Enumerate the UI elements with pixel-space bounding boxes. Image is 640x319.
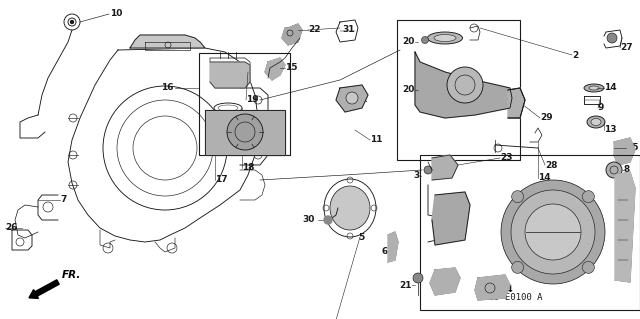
Text: 31: 31 [342, 26, 355, 34]
Ellipse shape [591, 118, 601, 125]
Text: 14: 14 [604, 84, 616, 93]
Text: 29: 29 [540, 114, 552, 122]
Circle shape [447, 67, 483, 103]
Text: 15: 15 [285, 63, 298, 72]
Circle shape [324, 216, 332, 224]
Text: 5: 5 [358, 233, 364, 241]
Circle shape [607, 33, 617, 43]
Circle shape [218, 123, 222, 127]
Text: 7: 7 [60, 196, 67, 204]
Polygon shape [430, 268, 460, 295]
Text: 1: 1 [620, 188, 627, 197]
Text: 8: 8 [624, 166, 630, 174]
Text: 6: 6 [381, 247, 388, 256]
Text: 2: 2 [572, 50, 579, 60]
Polygon shape [432, 192, 470, 245]
Text: 27: 27 [620, 43, 632, 53]
Text: 21: 21 [399, 280, 412, 290]
Text: 16: 16 [161, 84, 174, 93]
Text: 28: 28 [545, 160, 557, 169]
Text: 20: 20 [403, 38, 415, 47]
Text: 26: 26 [5, 224, 17, 233]
Text: 19: 19 [246, 95, 259, 105]
Ellipse shape [428, 32, 463, 44]
Circle shape [582, 261, 595, 273]
Text: 24: 24 [500, 286, 513, 294]
Circle shape [346, 92, 358, 104]
Circle shape [501, 180, 605, 284]
Polygon shape [210, 62, 250, 88]
Circle shape [511, 190, 595, 274]
Text: 12: 12 [355, 95, 367, 105]
Circle shape [511, 261, 524, 273]
Text: 18: 18 [242, 164, 255, 173]
Polygon shape [205, 110, 285, 155]
Ellipse shape [587, 116, 605, 128]
Circle shape [606, 162, 622, 178]
Ellipse shape [589, 86, 599, 90]
Text: 9: 9 [598, 103, 604, 113]
Polygon shape [265, 58, 285, 80]
Text: 22: 22 [308, 26, 321, 34]
Circle shape [511, 191, 524, 203]
Circle shape [424, 166, 432, 174]
Text: 10: 10 [110, 10, 122, 19]
Text: 17: 17 [215, 175, 228, 184]
Circle shape [227, 114, 263, 150]
Bar [397, 20, 520, 160]
Bar [420, 155, 640, 310]
Ellipse shape [584, 84, 604, 92]
Polygon shape [475, 275, 510, 300]
Polygon shape [336, 85, 368, 112]
Text: 23: 23 [500, 153, 513, 162]
Text: 30: 30 [303, 216, 315, 225]
Text: 11: 11 [370, 136, 383, 145]
Circle shape [525, 204, 581, 260]
Text: 3: 3 [413, 172, 420, 181]
Text: 4: 4 [446, 280, 452, 290]
Polygon shape [388, 232, 398, 262]
Polygon shape [432, 155, 458, 180]
Polygon shape [615, 172, 635, 282]
Text: 13: 13 [604, 125, 616, 135]
Ellipse shape [330, 186, 370, 230]
Ellipse shape [434, 34, 456, 41]
Polygon shape [508, 88, 525, 118]
FancyArrow shape [29, 280, 59, 298]
Circle shape [422, 36, 429, 43]
Circle shape [582, 191, 595, 203]
Text: 20: 20 [403, 85, 415, 94]
Polygon shape [415, 52, 512, 118]
Bar [199, 53, 290, 155]
Circle shape [70, 20, 74, 24]
Text: FR.: FR. [62, 270, 81, 280]
Text: SG09-E0100 A: SG09-E0100 A [477, 293, 542, 302]
Polygon shape [614, 138, 635, 165]
Polygon shape [282, 24, 302, 45]
Polygon shape [130, 35, 205, 48]
Text: 25: 25 [626, 144, 639, 152]
Text: 14: 14 [538, 174, 550, 182]
Circle shape [413, 273, 423, 283]
